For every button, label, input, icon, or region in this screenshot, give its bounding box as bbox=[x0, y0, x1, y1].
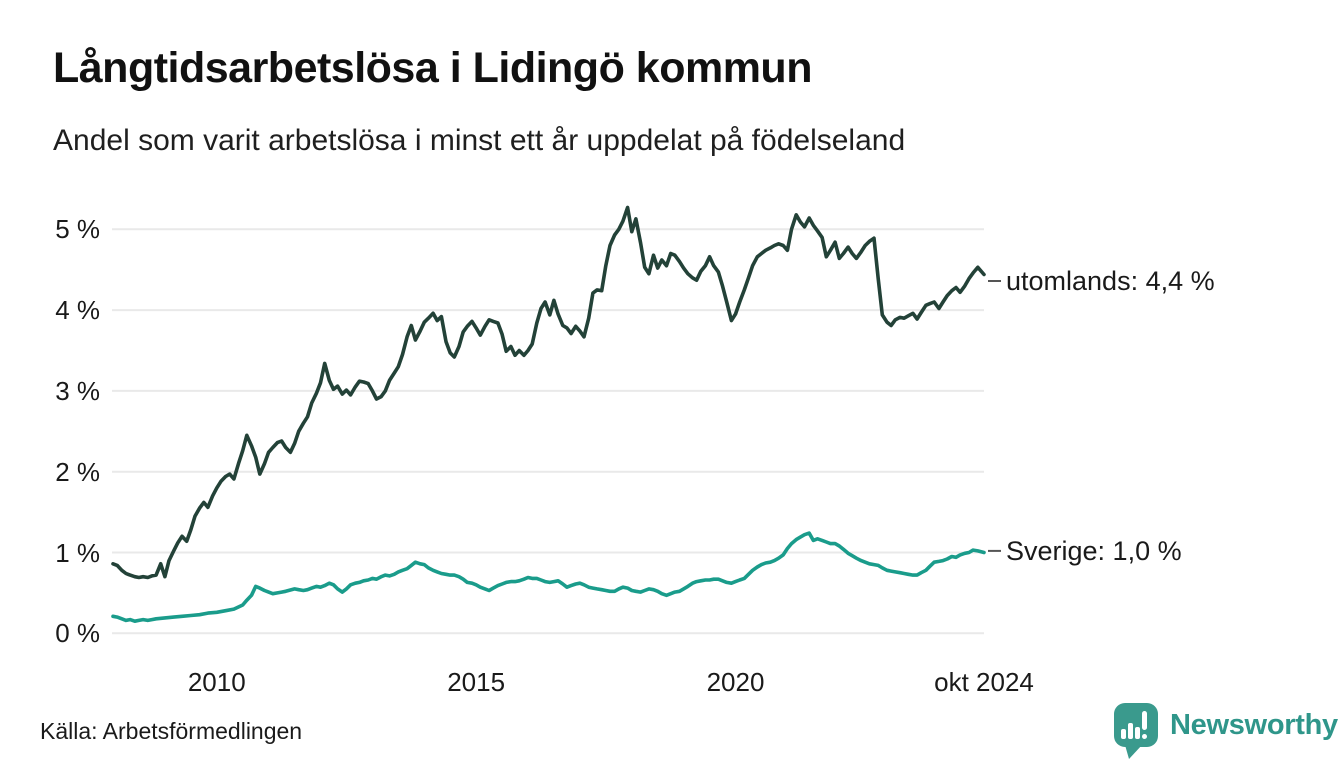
series-end-label-sverige: Sverige: 1,0 % bbox=[1006, 535, 1182, 566]
chart-subtitle: Andel som varit arbetslösa i minst ett å… bbox=[53, 124, 906, 157]
x-axis-tick-label: 2010 bbox=[187, 667, 246, 697]
y-axis-tick-label: 3 % bbox=[55, 375, 100, 406]
x-axis-tick-label: okt 2024 bbox=[934, 667, 1034, 697]
series-end-label-utomlands: utomlands: 4,4 % bbox=[1006, 266, 1215, 296]
chart-title: Långtidsarbetslösa i Lidingö kommun bbox=[53, 44, 812, 92]
newsworthy-logo-text: Newsworthy bbox=[1170, 709, 1338, 741]
x-axis-tick-label: 2020 bbox=[706, 667, 765, 697]
source-note: Källa: Arbetsförmedlingen bbox=[40, 718, 303, 744]
series-line-utomlands bbox=[111, 205, 986, 580]
y-axis-tick-label: 1 % bbox=[55, 537, 100, 568]
y-axis-tick-label: 5 % bbox=[55, 214, 100, 245]
y-axis-tick-label: 4 % bbox=[55, 295, 100, 326]
series-line-sverige bbox=[111, 531, 986, 624]
y-axis-tick-label: 2 % bbox=[55, 456, 100, 487]
bar-chart-speech-bubble-icon bbox=[1114, 703, 1158, 759]
y-axis-tick-label: 0 % bbox=[55, 618, 100, 649]
newsworthy-logo: Newsworthy bbox=[1113, 702, 1338, 760]
x-axis-tick-label: 2015 bbox=[447, 667, 506, 697]
